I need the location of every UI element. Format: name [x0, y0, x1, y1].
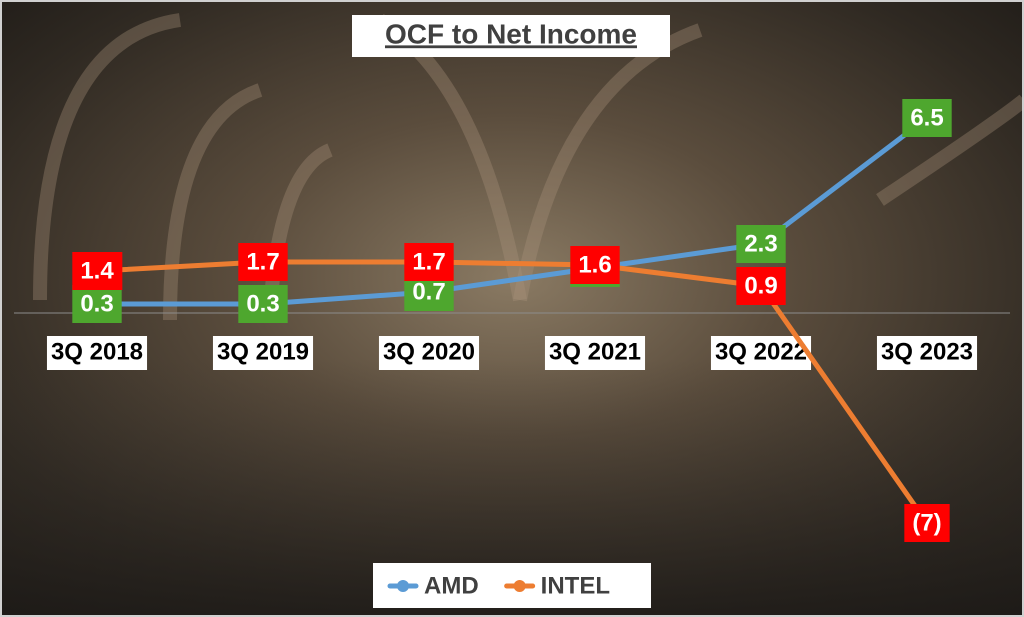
data-label-box: [902, 99, 952, 137]
x-tick-label: 3Q 2023: [881, 338, 973, 365]
series-line: [96, 259, 930, 525]
data-label: 1.6: [578, 251, 611, 278]
data-label-box: [404, 243, 454, 281]
data-label: 0.9: [744, 272, 777, 299]
data-label: (7): [912, 509, 941, 536]
legend-marker: [397, 580, 409, 592]
data-label: 2.3: [744, 230, 777, 257]
x-tick-box: [876, 336, 978, 370]
data-label-box: [570, 246, 620, 284]
chart-title: OCF to Net Income: [385, 18, 637, 49]
data-label-box: [238, 285, 288, 323]
legend-label: INTEL: [541, 572, 610, 599]
data-label: 0.3: [246, 290, 279, 317]
x-tick-label: 3Q 2021: [549, 338, 641, 365]
x-tick-label: 3Q 2018: [51, 338, 143, 365]
data-label: 1.7: [246, 248, 279, 275]
data-label: 6.5: [910, 104, 943, 131]
data-label-box: [904, 504, 950, 542]
data-label: 0.7: [412, 278, 445, 305]
x-tick-box: [46, 336, 148, 370]
legend-label: AMD: [424, 572, 479, 599]
x-tick-box: [544, 336, 646, 370]
data-label-box: [736, 225, 786, 263]
data-label-box: [72, 252, 123, 290]
data-label-box: [238, 243, 288, 281]
x-tick-box: [378, 336, 480, 370]
x-tick-label: 3Q 2020: [383, 338, 475, 365]
data-label-box: [72, 285, 122, 323]
data-label: 1.4: [80, 257, 114, 284]
data-label-box: [736, 267, 786, 305]
x-tick-label: 3Q 2019: [217, 338, 309, 365]
x-tick-box: [710, 336, 812, 370]
title-box: [352, 15, 670, 57]
data-label: 1.7: [412, 248, 445, 275]
legend-marker: [513, 580, 526, 592]
data-label: 0.3: [80, 290, 113, 317]
x-tick-label: 3Q 2022: [715, 338, 807, 365]
x-tick-box: [212, 336, 314, 370]
series-line: [97, 116, 929, 307]
